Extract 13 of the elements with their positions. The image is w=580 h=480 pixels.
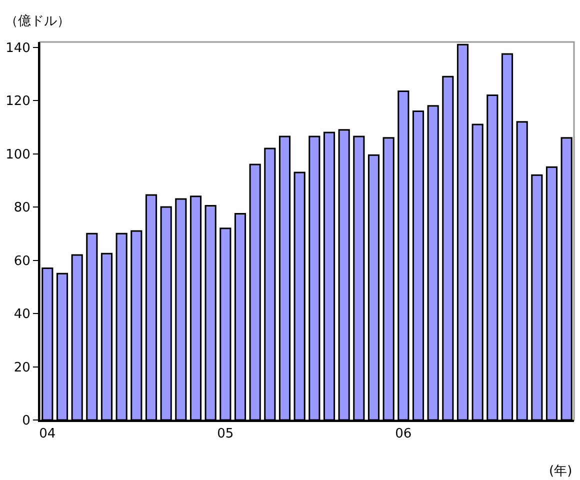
x-axis-title: (年) [549,464,572,479]
x-tick-label: 05 [217,426,234,442]
y-axis-title: （億ドル） [5,14,70,29]
x-tick-label: 04 [39,426,56,442]
x-tick-label: 06 [395,426,412,442]
y-tick-label: 100 [6,147,30,162]
y-tick-label: 140 [6,40,30,56]
y-tick-label: 40 [14,307,30,322]
y-tick-label: 0 [22,414,30,429]
y-tick-label: 20 [14,360,30,376]
y-tick-label: 120 [6,94,30,110]
y-tick-label: 80 [14,200,30,216]
y-tick-label: 60 [14,254,30,269]
